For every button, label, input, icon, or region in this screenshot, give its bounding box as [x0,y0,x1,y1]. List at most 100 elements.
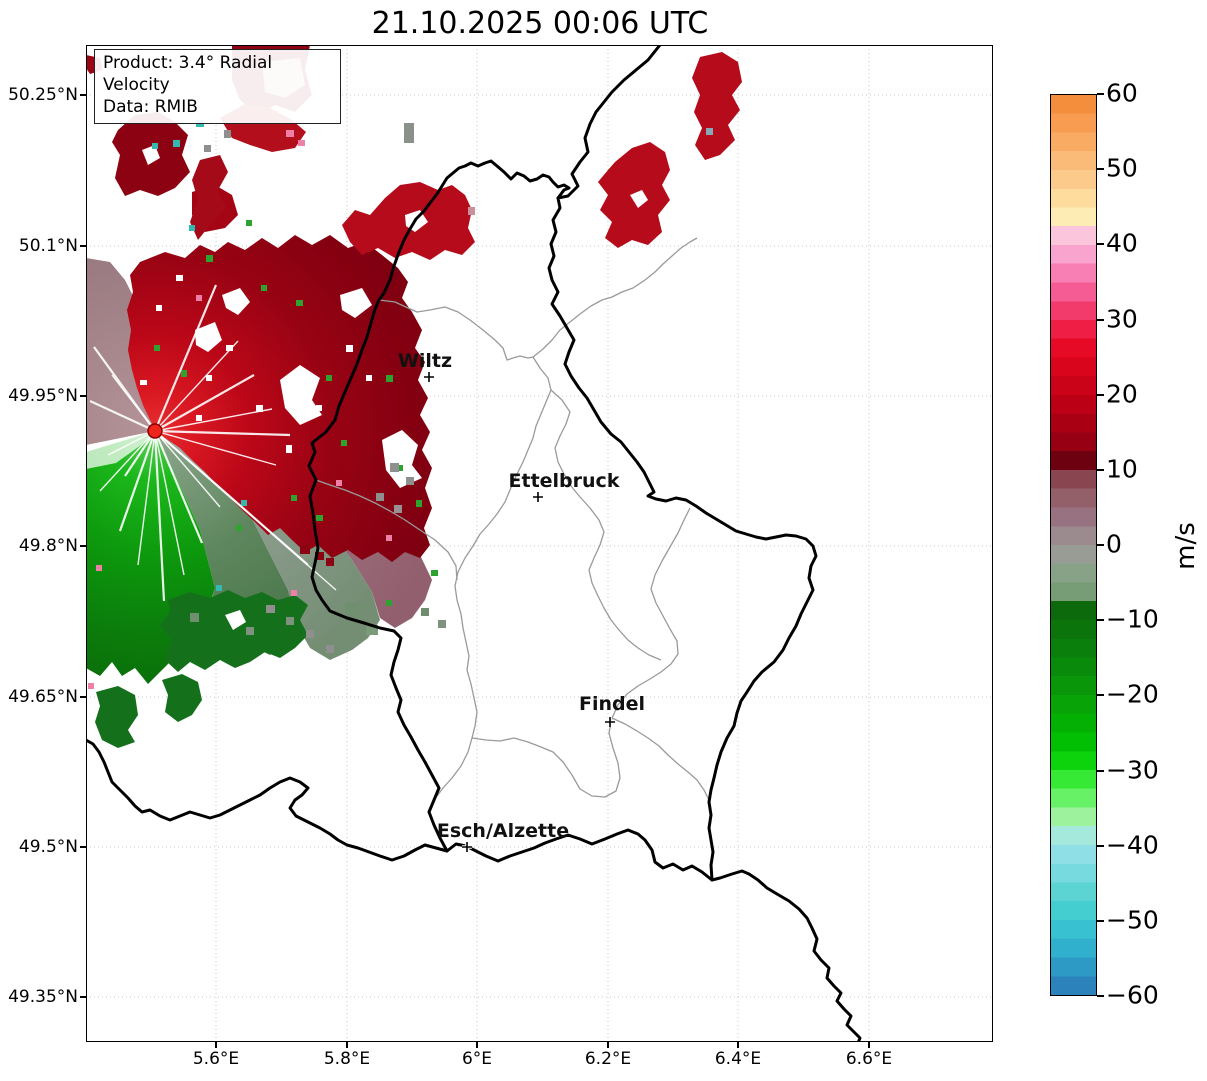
echo-speckle [246,627,254,635]
echo-gap [280,365,322,425]
velocity-region-topright-blob-1 [692,52,742,160]
echo-speckle [286,445,292,453]
echo-speckle [236,295,243,301]
echo-gap [222,288,250,315]
echo-speckle [396,465,403,471]
data-source-label: Data: RMIB [103,96,198,117]
colorbar-tick-mark [1097,694,1104,697]
radial-streak [137,430,156,566]
echo-speckle [316,515,323,521]
canton-border [462,627,478,739]
lon-tick-label: 5.6°E [192,1049,240,1069]
lon-tick-mark [476,1042,478,1048]
echo-speckle [286,617,294,625]
colorbar-tick-label: −20 [1106,679,1159,709]
echo-speckle [406,477,414,485]
colorbar-tick-label: 0 [1106,529,1122,559]
radar-map-canvas: Wiltz Ettelbruck Findel Esch/Alzette [86,45,993,1042]
colorbar-tick-mark [1097,318,1104,321]
echo-speckle [341,440,347,446]
radial-streak [154,408,273,432]
colorbar-tick-mark [1097,468,1104,471]
echo-speckle [176,275,183,281]
colorbar-tick-label: 30 [1106,303,1138,333]
lat-tick-label: 49.8°N [18,536,78,556]
lat-tick-label: 49.35°N [8,987,78,1007]
radial-streak [89,400,156,432]
radial-streak [99,430,156,492]
colorbar-tick-mark [1097,544,1104,546]
lon-tick-label: 6.6°E [845,1049,893,1069]
colorbar-tick-label: 60 [1106,78,1138,108]
echo-speckle [154,345,160,351]
city-marker [605,717,615,727]
radial-streak [154,430,185,576]
colorbar-tick-label: −50 [1106,905,1159,935]
echo-speckle [189,225,195,231]
echo-speckle [241,500,247,506]
canton-border [378,299,534,361]
lat-tick-mark [80,846,86,848]
echo-speckle [315,552,324,560]
colorbar-unit-label: m/s [1171,522,1201,570]
echo-speckle [394,505,402,513]
lon-tick-label: 6°E [461,1049,493,1069]
radar-site-dot [147,423,163,439]
radial-streak [124,430,156,477]
radial-streak [107,430,156,456]
velocity-region-south-green-blob-1 [160,590,308,672]
echo-speckle [386,535,392,541]
echo-speckle [156,305,162,311]
colorbar-tick-label: 50 [1106,153,1138,183]
product-label: Product: 3.4° Radial Velocity [103,53,273,95]
lat-tick-mark [80,94,86,96]
colorbar-tick-label: −40 [1106,829,1159,859]
national-border [547,45,862,1042]
echo-speckle [386,600,392,606]
colorbar-tick-label: −30 [1106,754,1159,784]
radial-streak [154,430,221,508]
city-label: Esch/Alzette [437,820,569,842]
echo-speckle [266,605,275,613]
city-marker [424,372,434,382]
lon-tick-label: 6.4°E [714,1049,762,1069]
lat-tick-label: 49.65°N [8,687,78,707]
canton-border [611,717,712,813]
echo-speckle [346,345,353,352]
radial-streak [154,429,291,437]
page-title: 21.10.2025 00:06 UTC [371,6,709,41]
lat-tick-label: 49.5°N [18,837,78,857]
echo-speckle [196,415,202,421]
city-marker [462,842,472,852]
lat-tick-mark [80,545,86,547]
echo-speckle [326,375,332,381]
canton-border [436,737,473,797]
echo-speckle [468,207,475,215]
canton-border [315,479,458,581]
echo-speckle [706,128,713,135]
echo-speckle [306,630,314,638]
echo-speckle [204,145,211,152]
lon-tick-label: 6.2°E [584,1049,632,1069]
colorbar [1050,94,1097,996]
echo-speckle [206,375,212,381]
radial-streak [154,374,255,432]
echo-speckle [196,295,202,301]
colorbar-tick-mark [1097,619,1104,622]
lat-tick-mark [80,395,86,397]
echo-gap [225,610,246,630]
radial-streak [153,430,204,544]
city-label: Findel [579,693,645,715]
echo-speckle [431,570,438,576]
colorbar-tick-mark [1097,995,1104,997]
lat-tick-label: 49.95°N [8,386,78,406]
canton-border [471,507,691,798]
colorbar-tick-mark [1097,168,1104,171]
echo-speckle [261,285,267,291]
echo-speckle [236,525,242,531]
colorbar-tick-label: 10 [1106,454,1138,484]
echo-speckle [390,463,399,472]
echo-gap [340,288,372,318]
radial-streak [154,340,239,432]
